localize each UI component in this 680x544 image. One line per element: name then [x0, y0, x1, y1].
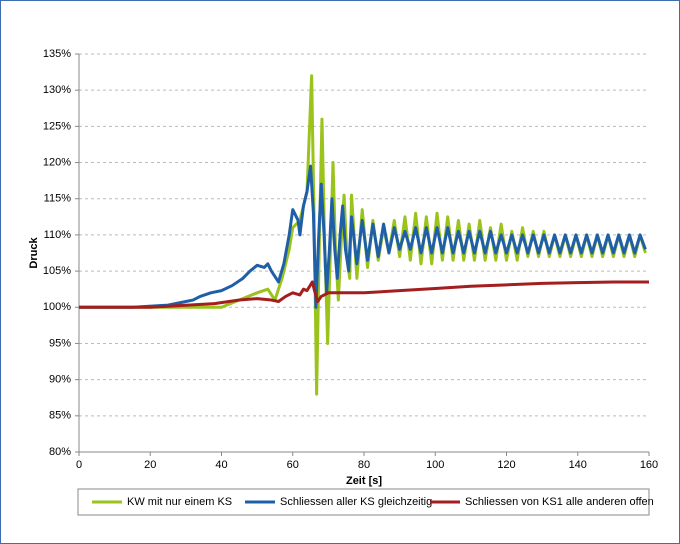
y-tick-label: 115% — [44, 193, 72, 205]
y-tick-label: 85% — [49, 410, 71, 422]
x-tick-label: 100 — [426, 459, 444, 471]
x-tick-label: 0 — [76, 459, 82, 471]
x-tick-label: 20 — [144, 459, 156, 471]
y-tick-label: 120% — [43, 156, 71, 168]
legend-label: Schliessen von KS1 alle anderen offen — [465, 496, 654, 508]
legend-label: KW mit nur einem KS — [127, 496, 232, 508]
series-line — [79, 164, 647, 309]
series-line — [79, 280, 649, 309]
y-tick-label: 110% — [44, 229, 72, 241]
x-tick-label: 140 — [569, 459, 587, 471]
legend — [77, 488, 650, 516]
y-tick-label: 125% — [43, 120, 71, 132]
y-tick-label: 130% — [43, 84, 71, 96]
y-tick-label: 135% — [43, 48, 71, 60]
y-tick-label: 90% — [49, 374, 71, 386]
y-tick-label: 80% — [49, 446, 71, 458]
x-tick-label: 60 — [287, 459, 299, 471]
y-tick-label: 105% — [43, 265, 71, 277]
x-tick-label: 120 — [497, 459, 515, 471]
x-axis-label: Zeit [s] — [346, 475, 382, 487]
x-tick-label: 40 — [215, 459, 227, 471]
y-tick-label: 95% — [49, 337, 71, 349]
legend-label: Schliessen aller KS gleichzeitig — [280, 496, 432, 508]
x-tick-label: 160 — [640, 459, 658, 471]
x-tick-label: 80 — [358, 459, 370, 471]
y-axis-label: Druck — [28, 237, 40, 269]
y-tick-label: 100% — [43, 301, 71, 313]
